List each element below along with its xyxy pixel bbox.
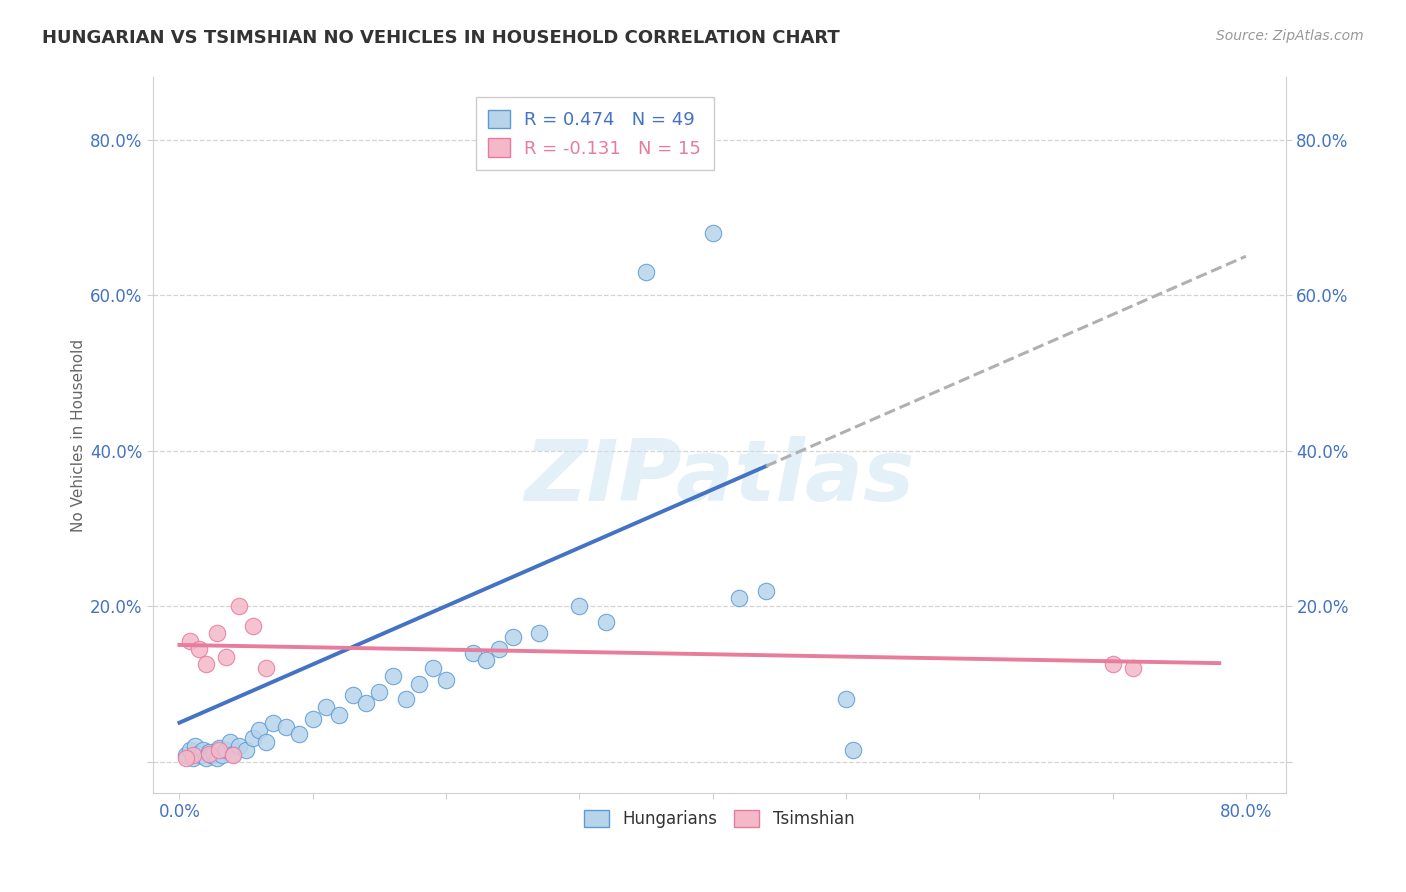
Point — [841, 743, 863, 757]
Point — [254, 735, 277, 749]
Y-axis label: No Vehicles in Household: No Vehicles in Household — [72, 338, 86, 532]
Point — [368, 684, 391, 698]
Text: Source: ZipAtlas.com: Source: ZipAtlas.com — [1216, 29, 1364, 43]
Point — [422, 661, 444, 675]
Point — [529, 626, 551, 640]
Point — [215, 743, 238, 757]
Point — [249, 723, 271, 738]
Point — [242, 618, 264, 632]
Point — [219, 735, 242, 749]
Point — [174, 750, 197, 764]
Point — [179, 743, 201, 757]
Point — [202, 747, 225, 761]
Point — [184, 739, 207, 753]
Point — [181, 748, 204, 763]
Point — [179, 634, 201, 648]
Point — [190, 748, 212, 763]
Point — [205, 750, 228, 764]
Point — [181, 750, 204, 764]
Point — [342, 689, 364, 703]
Point — [755, 583, 778, 598]
Point — [381, 669, 404, 683]
Point — [208, 743, 231, 757]
Point — [205, 626, 228, 640]
Point — [228, 739, 250, 753]
Point — [502, 630, 524, 644]
Point — [354, 696, 377, 710]
Point — [222, 748, 245, 763]
Point — [211, 748, 233, 763]
Point — [328, 707, 350, 722]
Point — [228, 599, 250, 613]
Point — [208, 740, 231, 755]
Point — [728, 591, 751, 606]
Point — [195, 750, 218, 764]
Point — [434, 673, 457, 687]
Point — [195, 657, 218, 672]
Point — [242, 731, 264, 746]
Point — [475, 653, 498, 667]
Point — [408, 677, 430, 691]
Point — [1101, 657, 1123, 672]
Point — [595, 615, 617, 629]
Point — [197, 747, 219, 761]
Point — [835, 692, 858, 706]
Point — [488, 641, 510, 656]
Point — [634, 265, 657, 279]
Point — [197, 745, 219, 759]
Point — [568, 599, 591, 613]
Point — [395, 692, 418, 706]
Point — [702, 226, 724, 240]
Point — [461, 646, 484, 660]
Point — [222, 747, 245, 761]
Point — [235, 743, 257, 757]
Point — [262, 715, 284, 730]
Point — [187, 747, 209, 761]
Text: HUNGARIAN VS TSIMSHIAN NO VEHICLES IN HOUSEHOLD CORRELATION CHART: HUNGARIAN VS TSIMSHIAN NO VEHICLES IN HO… — [42, 29, 839, 46]
Point — [1122, 661, 1144, 675]
Point — [301, 712, 323, 726]
Point — [274, 720, 297, 734]
Point — [193, 743, 215, 757]
Text: ZIPatlas: ZIPatlas — [524, 436, 914, 519]
Point — [174, 748, 197, 763]
Point — [254, 661, 277, 675]
Point — [215, 649, 238, 664]
Point — [200, 748, 222, 763]
Legend: Hungarians, Tsimshian: Hungarians, Tsimshian — [578, 803, 860, 834]
Point — [288, 727, 311, 741]
Point — [315, 700, 337, 714]
Point — [188, 641, 211, 656]
